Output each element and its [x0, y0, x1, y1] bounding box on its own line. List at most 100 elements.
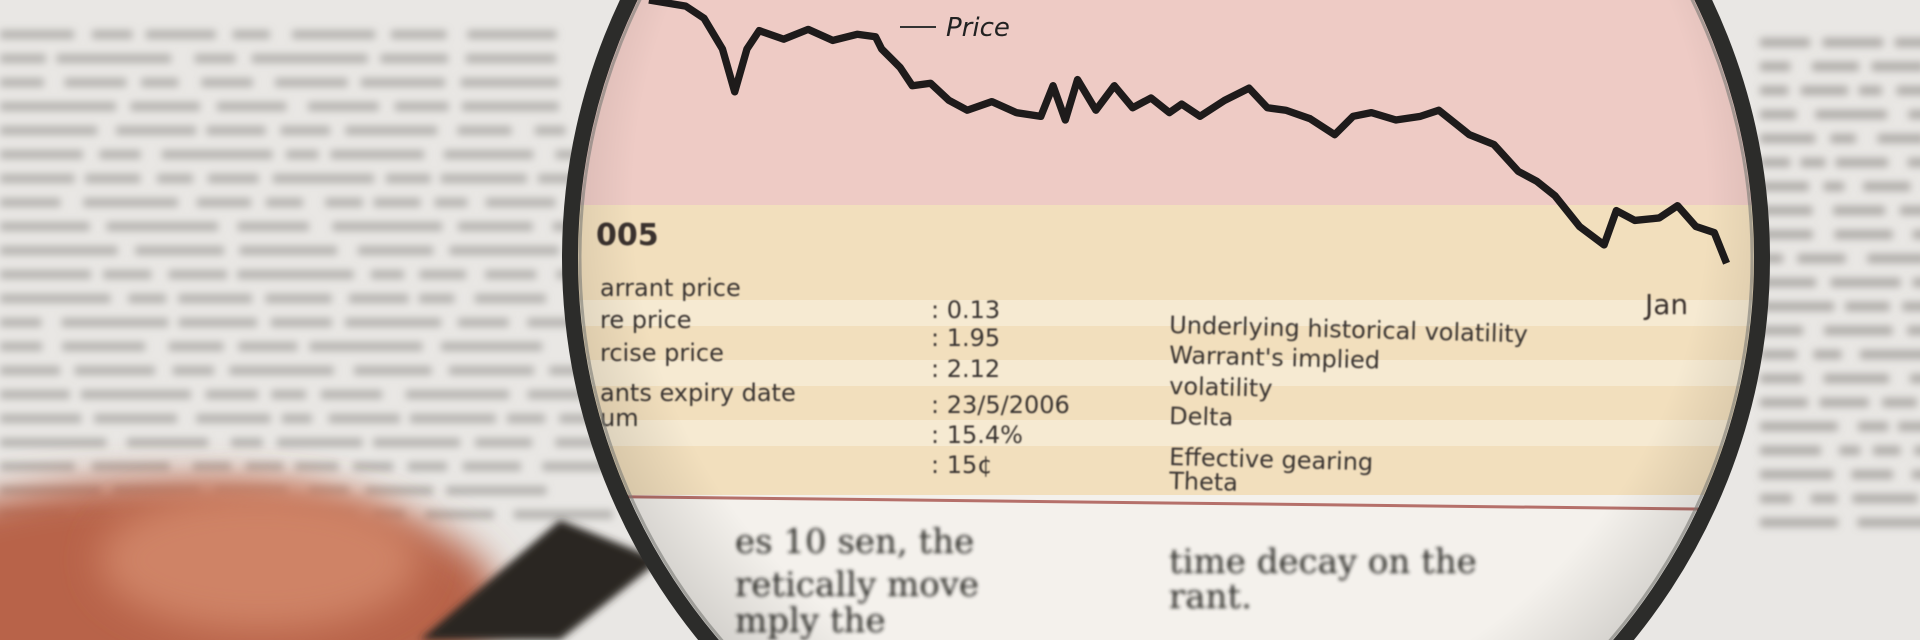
blurred-word — [1911, 470, 1920, 479]
blurred-word — [1835, 158, 1888, 167]
blurred-word — [443, 150, 534, 159]
blurred-word — [460, 78, 560, 87]
blurred-word — [0, 294, 111, 303]
blurred-word — [1760, 374, 1803, 383]
blurred-word — [513, 510, 613, 519]
blurred-word — [1871, 62, 1920, 71]
blurred-word — [1907, 158, 1920, 167]
blurred-word — [1800, 158, 1826, 167]
blurred-word — [390, 30, 447, 39]
blurred-word — [1760, 158, 1791, 167]
blurred-word — [103, 270, 152, 279]
blurred-word — [1813, 350, 1842, 359]
blurred-word — [1760, 86, 1789, 95]
blurred-word — [448, 366, 534, 375]
blurred-word — [168, 342, 224, 351]
blurred-word — [1877, 134, 1920, 143]
blurred-word — [1760, 278, 1816, 287]
blurred-word — [229, 366, 334, 375]
blurred-word — [308, 486, 349, 495]
blurred-word — [1760, 254, 1784, 263]
blurred-word — [434, 198, 468, 207]
blurred-word — [1830, 278, 1901, 287]
blurred-word — [1819, 398, 1869, 407]
blurred-word — [145, 30, 216, 39]
blurred-word — [1760, 446, 1821, 455]
blurred-word — [92, 462, 170, 471]
blurred-word — [449, 246, 559, 255]
blurred-word — [1896, 86, 1920, 95]
blurred-word — [358, 246, 434, 255]
blurred-word — [465, 54, 557, 63]
blurred-word — [0, 462, 75, 471]
blurred-word — [457, 318, 509, 327]
blurred-word — [178, 318, 257, 327]
blurred-word — [0, 198, 61, 207]
blurred-word — [485, 270, 537, 279]
blurred-word — [1760, 62, 1791, 71]
blurred-word — [0, 414, 82, 423]
blurred-word — [534, 126, 566, 135]
finger-highlight — [100, 490, 420, 630]
blurred-word — [1900, 206, 1920, 215]
blurred-word — [1860, 350, 1920, 359]
blurred-word — [196, 198, 252, 207]
blurred-word — [1760, 518, 1838, 527]
blurred-word — [1863, 182, 1911, 191]
blurred-word — [441, 342, 543, 351]
blurred-word — [0, 438, 107, 447]
blurred-word — [1760, 470, 1834, 479]
blurred-word — [527, 390, 607, 399]
blurred-word — [485, 198, 556, 207]
blurred-word — [1857, 518, 1920, 527]
blurred-word — [328, 414, 400, 423]
blurred-word — [0, 54, 46, 63]
blurred-word — [1839, 446, 1861, 455]
blurred-word — [407, 462, 447, 471]
blurred-word — [373, 438, 461, 447]
blurred-word — [238, 342, 298, 351]
blurred-word — [409, 414, 496, 423]
blurred-word — [135, 246, 225, 255]
blurred-word — [161, 150, 273, 159]
blurred-word — [99, 150, 141, 159]
blurred-word — [239, 246, 338, 255]
blurred-word — [332, 222, 443, 231]
blurred-word — [286, 150, 319, 159]
blurred-word — [542, 462, 614, 471]
blurred-word — [1760, 302, 1835, 311]
blurred-word — [128, 294, 167, 303]
blurred-word — [360, 78, 446, 87]
blurred-word — [1867, 254, 1920, 263]
blurred-word — [232, 30, 270, 39]
blurred-word — [251, 54, 368, 63]
blurred-word — [1882, 398, 1917, 407]
lens-vignette — [570, 0, 1762, 640]
blurred-word — [1873, 446, 1901, 455]
lens-view: Price 005 Jan arrant pricere pricercise … — [570, 0, 1762, 640]
blurred-word — [0, 78, 44, 87]
blurred-word — [194, 54, 236, 63]
blurred-word — [74, 366, 155, 375]
blurred-word — [1760, 182, 1809, 191]
blurred-word — [61, 318, 169, 327]
blurred-word — [394, 102, 449, 111]
handle — [420, 520, 660, 640]
blurred-word — [126, 438, 209, 447]
blurred-word — [0, 222, 90, 231]
blurred-word — [91, 30, 133, 39]
blurred-word — [462, 462, 521, 471]
blurred-word — [192, 462, 231, 471]
blurred-word — [373, 198, 421, 207]
blurred-word — [425, 510, 495, 519]
blurred-word — [457, 222, 533, 231]
blurred-word — [201, 78, 253, 87]
blurred-word — [507, 414, 546, 423]
blurred-word — [1810, 494, 1838, 503]
blurred-word — [1797, 254, 1846, 263]
blurred-word — [0, 30, 75, 39]
blurred-word — [1760, 134, 1816, 143]
blurred-word — [1830, 134, 1856, 143]
blurred-word — [1852, 494, 1918, 503]
